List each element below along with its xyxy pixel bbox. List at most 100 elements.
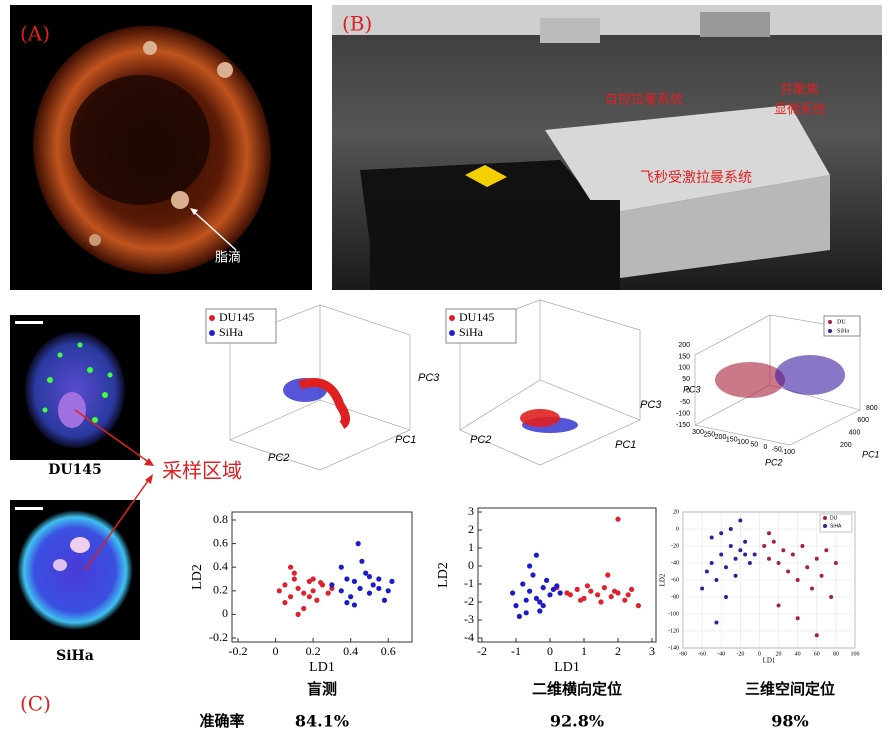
- axis-label: PC3: [418, 372, 440, 384]
- y-tick-label: 0.4: [213, 559, 228, 573]
- point: [584, 583, 591, 589]
- point: [554, 583, 560, 589]
- point: [738, 518, 743, 523]
- y-tick-label: 0.2: [213, 583, 228, 597]
- point: [819, 573, 824, 578]
- method: 盲测: [307, 680, 337, 698]
- cell-label: SiHa: [56, 648, 94, 664]
- axis-label: PC2: [765, 457, 783, 467]
- point: [767, 556, 771, 561]
- point: [622, 597, 628, 603]
- y-tick-label: -120: [668, 628, 679, 634]
- x-tick-label: 0.4: [343, 644, 358, 658]
- legend-box: [823, 315, 861, 337]
- point: [527, 563, 533, 569]
- x-tick-label: -2: [477, 644, 487, 658]
- pca-labels: DU145SiHaPC1PC2PC3DU145SiHaPC1PC2PC3DUSi…: [205, 308, 880, 467]
- point: [829, 595, 834, 599]
- y-tick-label: -140: [668, 645, 679, 651]
- point: [348, 594, 354, 600]
- point: [385, 588, 391, 594]
- x-tick-label: 3: [649, 644, 655, 658]
- point: [310, 576, 316, 582]
- tick-label: 100: [737, 439, 749, 446]
- legend-marker: [449, 330, 455, 336]
- point: [709, 561, 714, 565]
- tick-label: 150: [726, 436, 738, 443]
- y-tick-label: 0: [468, 558, 474, 572]
- y-tick-label: 2: [468, 522, 474, 536]
- point: [276, 588, 282, 594]
- point: [719, 531, 724, 536]
- point: [287, 564, 294, 570]
- tick-label: 100: [678, 365, 690, 372]
- point: [530, 572, 536, 578]
- point: [291, 576, 297, 582]
- tick-label: 800: [866, 405, 878, 412]
- tick-label: -100: [676, 410, 690, 417]
- x-tick-label: 0.6: [381, 644, 396, 658]
- point: [282, 600, 288, 606]
- legend-box: [445, 308, 517, 344]
- point: [800, 544, 805, 548]
- legend-label: SiHa: [459, 325, 484, 339]
- y-tick-label: 3: [468, 504, 474, 518]
- point: [743, 539, 748, 544]
- x-tick-label: 80: [833, 651, 839, 657]
- cell-label: DU145: [48, 462, 102, 478]
- accuracy: 92.8%: [550, 712, 604, 731]
- point: [833, 561, 838, 565]
- cell-images: DU145 SiHa 采样区域: [10, 315, 242, 664]
- x-tick-label: -0.2: [229, 644, 248, 658]
- point: [608, 594, 614, 600]
- point: [533, 595, 540, 602]
- region-label: 采样区域: [162, 459, 242, 483]
- legend-label: SiHa: [219, 325, 244, 339]
- x-tick-label: 2: [615, 644, 621, 658]
- y-tick-label: -80: [671, 594, 679, 600]
- axis-label: PC3: [683, 384, 701, 394]
- panel-label: (B): [342, 12, 372, 36]
- point: [314, 597, 320, 603]
- pca-plots: [229, 299, 861, 471]
- point: [544, 577, 550, 584]
- point: [771, 539, 776, 544]
- point: [786, 569, 791, 574]
- point: [704, 569, 709, 574]
- legend-marker: [828, 329, 832, 333]
- x-axis-label: LD1: [309, 660, 335, 675]
- point: [351, 602, 358, 608]
- point: [325, 590, 331, 596]
- point: [295, 611, 301, 618]
- method: 三维空间定位: [745, 680, 835, 698]
- point: [520, 581, 526, 587]
- point: [338, 564, 344, 570]
- legend-marker: [828, 320, 832, 324]
- point: [625, 592, 631, 598]
- point: [578, 597, 584, 603]
- x-tick-label: 20: [776, 651, 782, 657]
- point: [301, 605, 307, 612]
- point: [306, 594, 312, 600]
- legend-label: DU: [830, 515, 838, 521]
- point: [523, 610, 529, 616]
- tick-label: 600: [857, 417, 869, 424]
- point: [605, 572, 611, 578]
- legend-marker: [823, 516, 827, 520]
- x-tick-label: 100: [851, 651, 860, 657]
- point: [629, 586, 635, 593]
- point: [547, 592, 553, 598]
- point: [776, 561, 781, 565]
- point: [540, 585, 546, 591]
- tick-label: -50: [680, 399, 690, 406]
- panel-label: (A): [20, 22, 50, 46]
- point: [709, 535, 714, 540]
- x-tick-label: -1: [511, 644, 521, 658]
- point: [598, 599, 604, 605]
- point: [355, 541, 361, 547]
- point: [366, 574, 373, 580]
- y-axis-label: LD2: [659, 573, 667, 586]
- point: [567, 592, 574, 598]
- plot-frame: [231, 511, 413, 643]
